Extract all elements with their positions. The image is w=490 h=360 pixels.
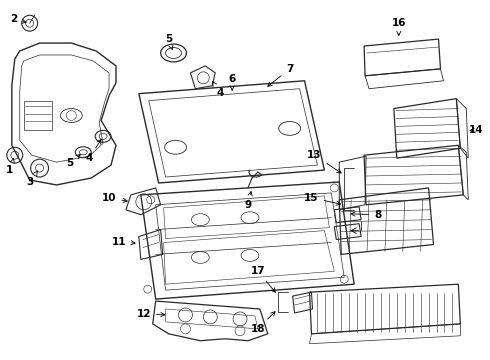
Text: 12: 12 — [137, 309, 165, 319]
Text: 15: 15 — [304, 193, 341, 205]
Text: 6: 6 — [228, 74, 236, 90]
Text: 16: 16 — [392, 18, 406, 35]
Text: 17: 17 — [250, 266, 275, 292]
Text: 3: 3 — [26, 171, 37, 187]
Text: 9: 9 — [245, 192, 252, 210]
Text: 8: 8 — [351, 210, 381, 220]
Text: 11: 11 — [112, 237, 135, 247]
Text: 4: 4 — [86, 139, 101, 163]
Text: 1: 1 — [6, 159, 14, 175]
Text: 4: 4 — [213, 82, 224, 98]
Text: 5: 5 — [165, 34, 173, 50]
Text: 7: 7 — [268, 64, 294, 86]
Text: 14: 14 — [469, 125, 484, 135]
Text: 10: 10 — [102, 193, 127, 203]
Text: 5: 5 — [66, 154, 80, 168]
Text: 13: 13 — [307, 150, 341, 173]
Text: 2: 2 — [10, 14, 26, 24]
Text: 18: 18 — [251, 312, 275, 334]
